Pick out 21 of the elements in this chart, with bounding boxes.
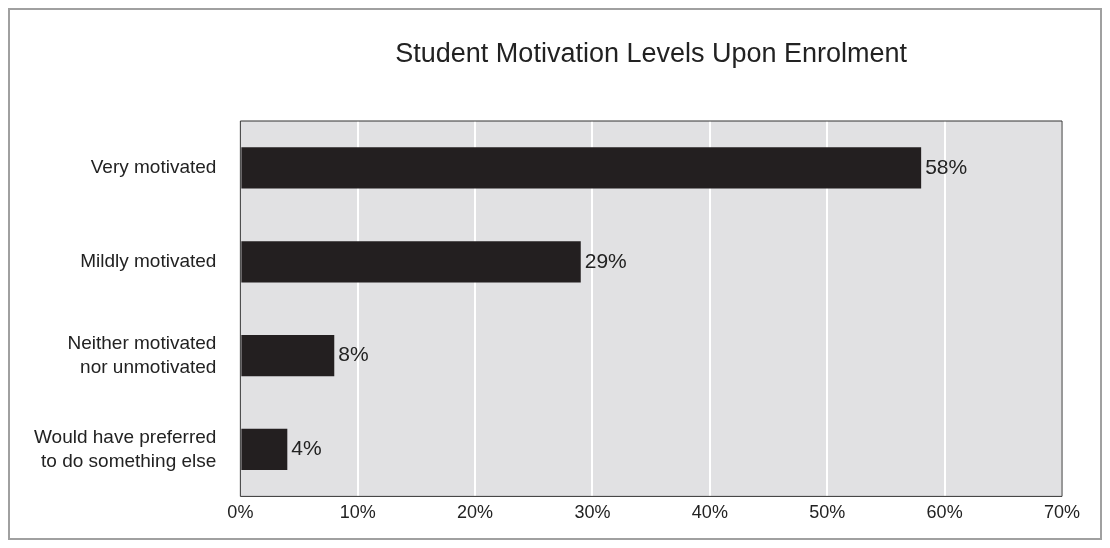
y-tick-label: Very motivated [90, 156, 217, 178]
bar [241, 241, 581, 283]
bar [241, 147, 922, 189]
x-tick-label: 0% [227, 502, 254, 523]
data-label: 29% [584, 248, 627, 272]
x-tick-label: 70% [1043, 502, 1081, 523]
data-label: 58% [925, 154, 968, 178]
bar [241, 428, 288, 471]
y-tick-label: Neither motivated nor unmotivated [67, 331, 217, 377]
x-tick-label: 20% [457, 502, 494, 523]
x-tick-label: 60% [926, 502, 963, 523]
y-tick-label: Mildly motivated [80, 250, 217, 272]
data-label: 4% [291, 436, 322, 460]
x-tick-label: 10% [339, 502, 376, 523]
y-tick-label: Would have preferred to do something else [33, 425, 217, 471]
data-label: 8% [338, 342, 369, 366]
x-tick-label: 40% [691, 502, 728, 523]
x-tick-label: 30% [574, 502, 611, 523]
chart-title: Student Motivation Levels Upon Enrolment [395, 38, 908, 69]
x-tick-label: 50% [809, 502, 846, 523]
bar [241, 334, 335, 377]
